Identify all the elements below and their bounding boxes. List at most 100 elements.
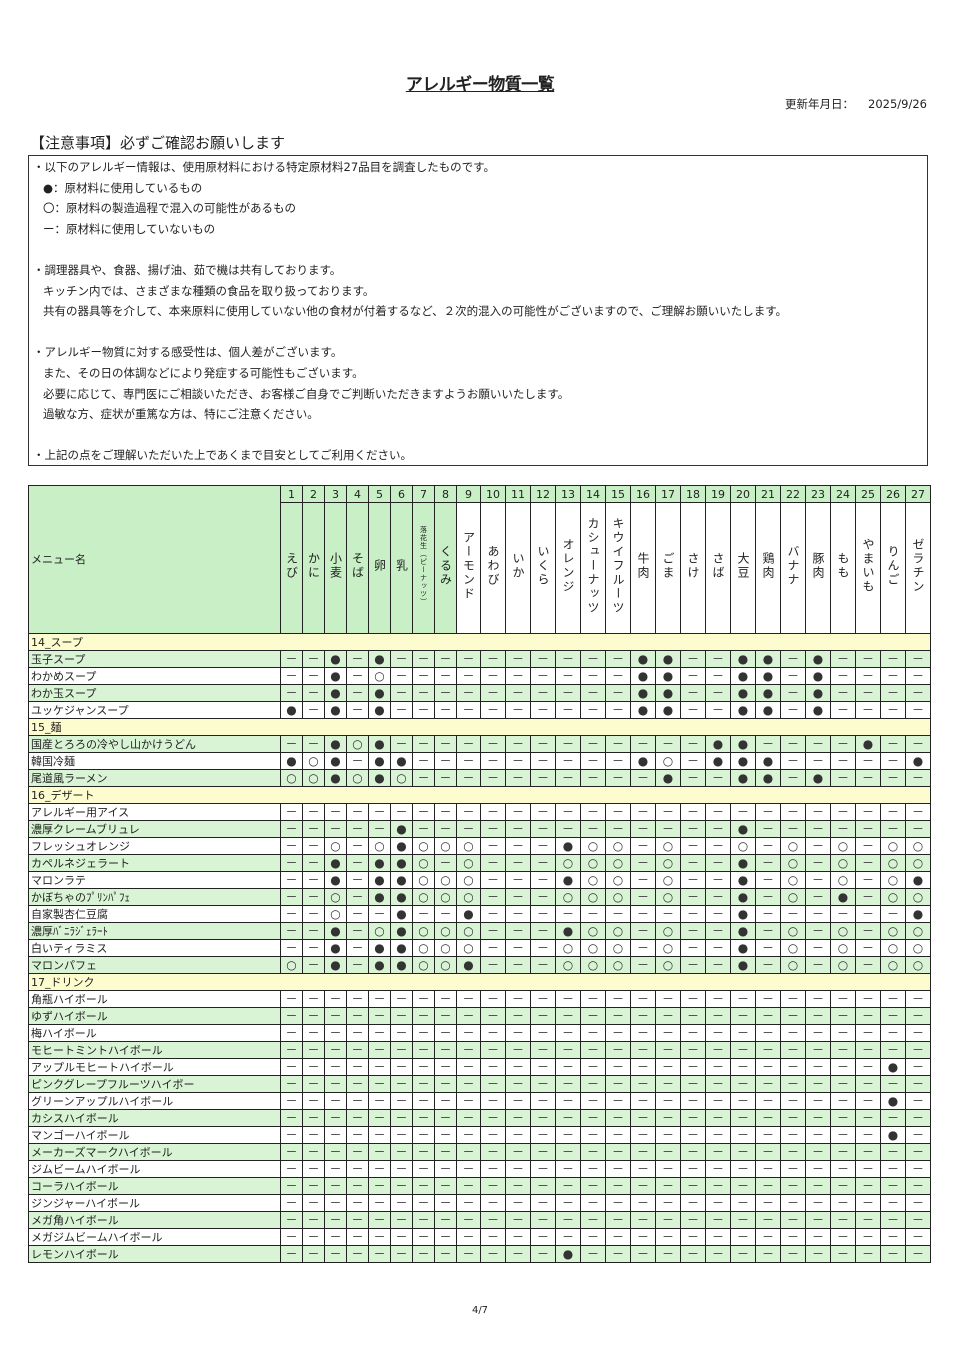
contains-mark: ● xyxy=(390,905,413,923)
allergen-number: 3 xyxy=(324,485,347,503)
none-mark: － xyxy=(905,990,931,1008)
none-mark: － xyxy=(412,1194,435,1212)
table-row: 濃厚ﾊﾞﾆﾗｼﾞｪﾗｰﾄ－－ ● － ○ ● ○ ○ ○ －－－ ● ○ ○ － ○ －－ ● － ○ － ○ － ○ ○ xyxy=(28,922,931,940)
none-mark: － xyxy=(555,650,581,668)
possible-mark: ○ xyxy=(280,956,303,974)
none-mark: － xyxy=(480,1075,506,1093)
none-mark: － xyxy=(434,1245,457,1263)
none-mark: － xyxy=(324,1160,347,1178)
none-mark: － xyxy=(755,1126,781,1144)
none-mark: － xyxy=(630,939,656,957)
allergen-number: 27 xyxy=(905,485,931,503)
none-mark: － xyxy=(390,1194,413,1212)
allergen-number: 5 xyxy=(368,485,391,503)
none-mark: － xyxy=(346,667,369,685)
none-mark: － xyxy=(456,684,481,702)
none-mark: － xyxy=(905,1041,931,1059)
none-mark: － xyxy=(855,956,881,974)
none-mark: － xyxy=(412,1228,435,1246)
none-mark: － xyxy=(324,1126,347,1144)
none-mark: － xyxy=(855,1041,881,1059)
allergen-number: 18 xyxy=(680,485,706,503)
page-title: アレルギー物質一覧 xyxy=(405,75,555,95)
possible-mark: ○ xyxy=(830,939,856,957)
none-mark: － xyxy=(530,1160,556,1178)
allergen-header: もも xyxy=(830,502,856,634)
contains-mark: ● xyxy=(456,956,481,974)
allergen-header: 乳 xyxy=(390,502,413,634)
contains-mark: ● xyxy=(368,888,391,906)
none-mark: － xyxy=(302,939,325,957)
none-mark: － xyxy=(705,990,731,1008)
table-row: アップルモヒートハイボール－－－－－－－－－－－－－－－－－－－－－－－－－ ● － xyxy=(28,1058,931,1076)
none-mark: － xyxy=(780,1143,806,1161)
none-mark: － xyxy=(346,1228,369,1246)
none-mark: － xyxy=(880,650,906,668)
allergen-header: 落花生（ピーナッツ） xyxy=(412,502,435,634)
none-mark: － xyxy=(302,701,325,719)
none-mark: － xyxy=(830,905,856,923)
none-mark: － xyxy=(346,854,369,872)
none-mark: － xyxy=(605,1075,631,1093)
contains-mark: ● xyxy=(324,667,347,685)
none-mark: － xyxy=(830,1245,856,1263)
none-mark: － xyxy=(434,1211,457,1229)
none-mark: － xyxy=(755,1228,781,1246)
none-mark: － xyxy=(280,803,303,821)
none-mark: － xyxy=(830,1126,856,1144)
none-mark: － xyxy=(368,1058,391,1076)
possible-mark: ○ xyxy=(880,922,906,940)
allergen-header: ゼラチン xyxy=(905,502,931,634)
possible-mark: ○ xyxy=(280,769,303,787)
none-mark: － xyxy=(680,1211,706,1229)
table-row: モヒートミントハイボール－－－－－－－－－－－－－－－－－－－－－－－－－－－ xyxy=(28,1041,931,1059)
none-mark: － xyxy=(780,752,806,770)
none-mark: － xyxy=(434,1109,457,1127)
none-mark: － xyxy=(456,1109,481,1127)
none-mark: － xyxy=(630,1024,656,1042)
none-mark: － xyxy=(324,1075,347,1093)
none-mark: － xyxy=(855,769,881,787)
allergen-number: 24 xyxy=(830,485,856,503)
none-mark: － xyxy=(605,667,631,685)
none-mark: － xyxy=(880,1177,906,1195)
possible-mark: ○ xyxy=(830,956,856,974)
none-mark: － xyxy=(368,1007,391,1025)
table-row: 角瓶ハイボール－－－－－－－－－－－－－－－－－－－－－－－－－－－ xyxy=(28,990,931,1008)
none-mark: － xyxy=(880,820,906,838)
none-mark: － xyxy=(390,1058,413,1076)
none-mark: － xyxy=(580,1041,606,1059)
possible-mark: ○ xyxy=(434,837,457,855)
none-mark: － xyxy=(580,1007,606,1025)
possible-mark: ○ xyxy=(324,905,347,923)
contains-mark: ● xyxy=(324,871,347,889)
none-mark: － xyxy=(630,1160,656,1178)
none-mark: － xyxy=(434,1075,457,1093)
none-mark: － xyxy=(302,1160,325,1178)
none-mark: － xyxy=(280,1092,303,1110)
possible-mark: ○ xyxy=(456,939,481,957)
menu-name: メガ角ハイボール xyxy=(28,1211,281,1229)
none-mark: － xyxy=(346,1126,369,1144)
none-mark: － xyxy=(434,1058,457,1076)
none-mark: － xyxy=(505,769,531,787)
note-line: ・アレルギー物質に対する感受性は、個人差がございます。 xyxy=(33,345,343,360)
none-mark: － xyxy=(755,1160,781,1178)
contains-mark: ● xyxy=(368,650,391,668)
none-mark: － xyxy=(580,684,606,702)
none-mark: － xyxy=(755,1024,781,1042)
none-mark: － xyxy=(480,1228,506,1246)
none-mark: － xyxy=(605,1109,631,1127)
table-row: 梅ハイボール－－－－－－－－－－－－－－－－－－－－－－－－－－－ xyxy=(28,1024,931,1042)
contains-mark: ● xyxy=(805,667,831,685)
none-mark: － xyxy=(530,752,556,770)
updated-date: 更新年月日： 2025/9/26 xyxy=(771,96,927,112)
none-mark: － xyxy=(630,990,656,1008)
none-mark: － xyxy=(390,990,413,1008)
none-mark: － xyxy=(434,854,457,872)
none-mark: － xyxy=(680,1092,706,1110)
none-mark: － xyxy=(805,1041,831,1059)
none-mark: － xyxy=(680,854,706,872)
menu-name: 白いティラミス xyxy=(28,939,281,957)
none-mark: － xyxy=(346,684,369,702)
